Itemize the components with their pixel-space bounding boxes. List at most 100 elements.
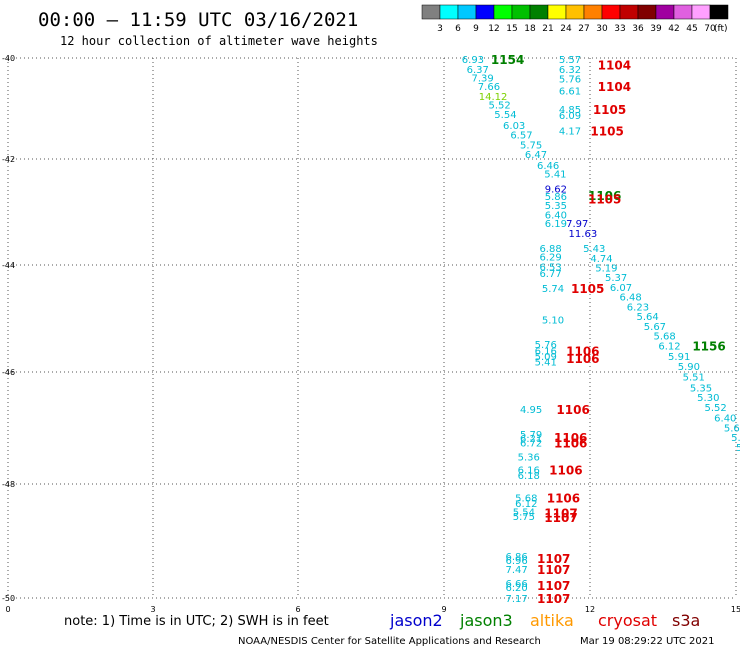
- color-scale-swatch: [547, 4, 567, 20]
- wave-height-value: 6.12: [515, 499, 537, 510]
- wave-height-value: 5.75: [513, 512, 535, 523]
- overpass-time-label: 1107: [537, 592, 570, 606]
- wave-height-value: 5.68: [515, 494, 537, 505]
- wave-height-value: 7.97: [566, 219, 588, 230]
- plot-grid: [7, 57, 737, 599]
- overpass-time-label: 1105: [571, 282, 604, 296]
- footer-credit: NOAA/NESDIS Center for Satellite Applica…: [238, 636, 541, 647]
- color-scale-swatch: [619, 4, 639, 20]
- x-tick-label: 3: [150, 605, 155, 614]
- wave-height-value: 5.9: [731, 433, 740, 444]
- wave-height-value: 5.90: [678, 362, 700, 373]
- wave-height-value: 5.41: [544, 170, 566, 181]
- wave-height-value: 4.85: [559, 105, 581, 116]
- footer-note: note: 1) Time is in UTC; 2) SWH is in fe…: [64, 614, 329, 629]
- x-tick-label: 12: [585, 605, 595, 614]
- wave-height-value: 5.09: [535, 352, 557, 363]
- wave-height-value: 5.76: [535, 340, 557, 351]
- color-scale-swatch: [709, 4, 729, 20]
- legend-entry-altika: altika: [530, 611, 574, 630]
- color-scale-swatch: [511, 4, 531, 20]
- color-scale-label: 36: [632, 24, 644, 34]
- y-tick-label: -50: [2, 594, 15, 603]
- wave-height-value: 9.62: [545, 185, 567, 196]
- overpass-time-label: 1106: [566, 352, 599, 366]
- color-scale-swatch: [457, 4, 477, 20]
- wave-height-value: 6.16: [518, 465, 540, 476]
- wave-height-value: 5.57: [559, 55, 581, 66]
- wave-height-value: 5.91: [668, 352, 690, 363]
- wave-height-value: 5.43: [583, 244, 605, 255]
- color-scale-swatch: [439, 4, 459, 20]
- wave-height-value: 4.17: [559, 126, 581, 137]
- wave-height-value: 5.35: [545, 201, 567, 212]
- wave-height-value: 5.19: [595, 264, 617, 275]
- chart-title: 00:00 – 11:59 UTC 03/16/2021: [38, 9, 358, 31]
- overpass-time-label: 1105: [593, 103, 626, 117]
- wave-height-value: 6.09: [559, 111, 581, 122]
- overpass-labels: 1154 110411041105110511061105110511561106…: [491, 53, 726, 606]
- wave-height-value: 5.68: [653, 332, 675, 343]
- wave-height-value: 6.32: [559, 65, 581, 76]
- color-scale-label: 39: [650, 24, 662, 34]
- overpass-time-label: 1105: [590, 124, 623, 138]
- axis-tick-labels: -40 -42 -44 -46 -48 -50 0 3 6 9 12 15: [2, 54, 740, 614]
- wave-height-value: 5: [736, 443, 740, 454]
- color-scale-label: 9: [473, 24, 479, 34]
- color-scale-label: 6: [455, 24, 461, 34]
- wave-height-value: 5.52: [704, 403, 726, 414]
- overpass-time-label: 1106: [566, 345, 599, 359]
- color-scale-swatch: [475, 4, 495, 20]
- wave-height-value: 5.37: [605, 273, 627, 284]
- wave-height-value: 6.37: [467, 65, 489, 76]
- overpass-time-label: 1156: [692, 339, 725, 353]
- color-scale-label: 33: [614, 24, 625, 34]
- color-scale-label: 45: [686, 24, 697, 34]
- wave-height-value: 6.57: [510, 131, 532, 142]
- color-scale-label: 15: [506, 24, 517, 34]
- wave-height-value: 4.74: [590, 254, 612, 265]
- wave-height-value: 5.36: [518, 453, 540, 464]
- color-scale-label: 70: [704, 24, 716, 34]
- wave-height-value: 7.66: [478, 82, 500, 93]
- color-scale-swatch: [529, 4, 549, 20]
- overpass-time-label: 1107: [537, 552, 570, 566]
- legend-entry-s3a: s3a: [672, 611, 700, 630]
- overpass-time-label: 1154: [491, 53, 524, 67]
- color-scale-swatch: [493, 4, 513, 20]
- wave-height-value: 5.79: [520, 430, 542, 441]
- wave-height-value: 6.20: [505, 583, 527, 594]
- wave-height-value: 5.52: [488, 100, 510, 111]
- wave-height-value: 11.63: [569, 229, 598, 240]
- overpass-time-label: 1107: [537, 579, 570, 593]
- overpass-time-label: 1107: [544, 511, 577, 525]
- wave-height-value: 5.10: [542, 315, 564, 326]
- wave-height-value: 6.88: [539, 244, 561, 255]
- wave-height-value: 7.17: [505, 594, 527, 605]
- x-tick-label: 15: [731, 605, 740, 614]
- wave-height-value: 6.96: [505, 556, 527, 567]
- wave-height-value: 5.65: [724, 423, 740, 434]
- wave-height-value: 5.86: [545, 192, 567, 203]
- x-tick-label: 9: [441, 605, 446, 614]
- wave-height-value: 6.53: [539, 262, 561, 273]
- overpass-time-label: 1104: [598, 80, 631, 94]
- wave-height-value: 5.74: [542, 284, 564, 295]
- wave-height-value: 6.21: [520, 434, 542, 445]
- color-scale-unit: (ft): [714, 24, 728, 34]
- y-tick-label: -40: [2, 54, 15, 63]
- footer-timestamp: Mar 19 08:29:22 UTC 2021: [580, 636, 715, 647]
- color-scale-label: 12: [488, 24, 499, 34]
- color-scale-label: 27: [578, 24, 589, 34]
- overpass-time-label: 1107: [537, 563, 570, 577]
- wave-height-value: 6.93: [462, 55, 484, 66]
- wave-height-value: 5.64: [637, 312, 659, 323]
- y-tick-label: -44: [2, 261, 15, 270]
- wave-height-value: 6.40: [545, 211, 567, 222]
- wave-height-value: 5.54: [513, 508, 535, 519]
- wave-height-value: 6.12: [658, 341, 680, 352]
- color-scale-label: 42: [668, 24, 679, 34]
- wave-height-value: 6.61: [559, 86, 581, 97]
- color-scale-label: 24: [560, 24, 572, 34]
